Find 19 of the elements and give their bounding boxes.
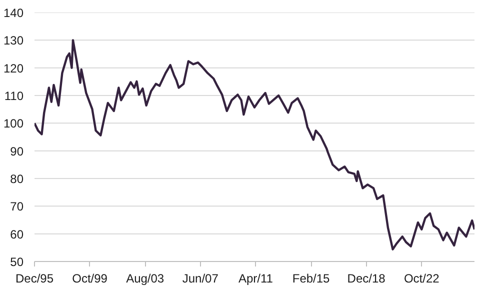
x-tick-label: Aug/03 bbox=[126, 272, 164, 286]
x-tick-label: Feb/15 bbox=[292, 272, 330, 286]
y-tick-label: 100 bbox=[3, 116, 24, 131]
x-tick-label: Apr/11 bbox=[238, 272, 274, 286]
y-tick-label: 50 bbox=[10, 255, 24, 269]
x-tick-label: Jun/07 bbox=[182, 272, 219, 286]
y-tick-label: 130 bbox=[3, 34, 24, 48]
y-tick-label: 60 bbox=[10, 227, 24, 242]
y-tick-label: 80 bbox=[10, 172, 24, 186]
y-tick-label: 140 bbox=[3, 6, 24, 20]
x-tick-label: Oct/99 bbox=[72, 272, 108, 286]
line-series bbox=[34, 39, 474, 250]
y-tick-label: 90 bbox=[10, 144, 24, 158]
x-tick-label: Dec/95 bbox=[15, 272, 54, 286]
x-tick-label: Oct/22 bbox=[404, 272, 440, 286]
y-tick-label: 70 bbox=[10, 200, 24, 214]
x-tick-label: Dec/18 bbox=[347, 272, 386, 286]
y-tick-label: 110 bbox=[4, 89, 24, 103]
y-tick-label: 120 bbox=[3, 61, 24, 76]
